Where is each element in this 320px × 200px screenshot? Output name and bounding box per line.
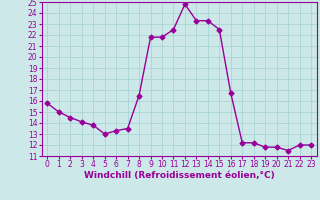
X-axis label: Windchill (Refroidissement éolien,°C): Windchill (Refroidissement éolien,°C) bbox=[84, 171, 275, 180]
